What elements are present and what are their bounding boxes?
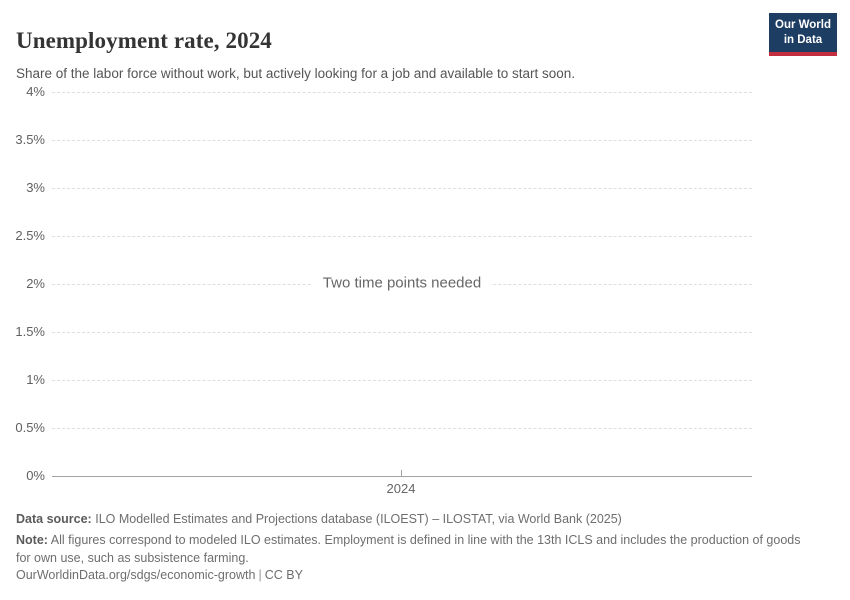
y-axis-tick-label: 1% bbox=[26, 372, 45, 387]
x-axis-line bbox=[52, 476, 752, 477]
footer-data-source: Data source: ILO Modelled Estimates and … bbox=[16, 512, 801, 526]
note-label: Note: bbox=[16, 533, 48, 547]
owid-logo-line2: in Data bbox=[783, 33, 823, 46]
owid-logo-line1: Our World bbox=[775, 19, 832, 31]
gridline bbox=[52, 236, 752, 237]
footer-note: Note: All figures correspond to modeled … bbox=[16, 532, 801, 567]
y-axis-tick-label: 4% bbox=[26, 84, 45, 99]
y-axis-tick-label: 3.5% bbox=[15, 132, 45, 147]
gridline bbox=[52, 380, 752, 381]
owid-logo: Our World in Data bbox=[769, 13, 838, 56]
footer-divider: | bbox=[258, 568, 262, 582]
y-axis-tick-label: 0% bbox=[26, 468, 45, 483]
chart-subtitle: Share of the labor force without work, b… bbox=[16, 65, 576, 81]
data-source-label: Data source: bbox=[16, 512, 92, 526]
y-axis-tick-label: 0.5% bbox=[15, 420, 45, 435]
license-link[interactable]: CC BY bbox=[264, 568, 303, 582]
y-axis-tick-label: 1.5% bbox=[15, 324, 45, 339]
y-axis-tick-label: 2.5% bbox=[15, 228, 45, 243]
footer-link-line: OurWorldinData.org/sdgs/economic-growth |… bbox=[16, 568, 801, 582]
data-source-text: ILO Modelled Estimates and Projections d… bbox=[95, 512, 622, 526]
note-text: All figures correspond to modeled ILO es… bbox=[16, 533, 801, 565]
empty-chart-message-text: Two time points needed bbox=[312, 272, 492, 294]
page-title: Unemployment rate, 2024 bbox=[16, 28, 272, 54]
empty-chart-message: Two time points needed bbox=[52, 272, 752, 294]
y-axis-tick-label: 2% bbox=[26, 276, 45, 291]
gridline bbox=[52, 188, 752, 189]
x-axis-tick-label: 2024 bbox=[386, 481, 416, 496]
canonical-url-link[interactable]: OurWorldinData.org/sdgs/economic-growth bbox=[16, 568, 256, 582]
gridline bbox=[52, 428, 752, 429]
gridline bbox=[52, 332, 752, 333]
gridline bbox=[52, 140, 752, 141]
gridline bbox=[52, 92, 752, 93]
x-axis-tick-mark bbox=[401, 470, 402, 476]
y-axis-tick-label: 3% bbox=[26, 180, 45, 195]
